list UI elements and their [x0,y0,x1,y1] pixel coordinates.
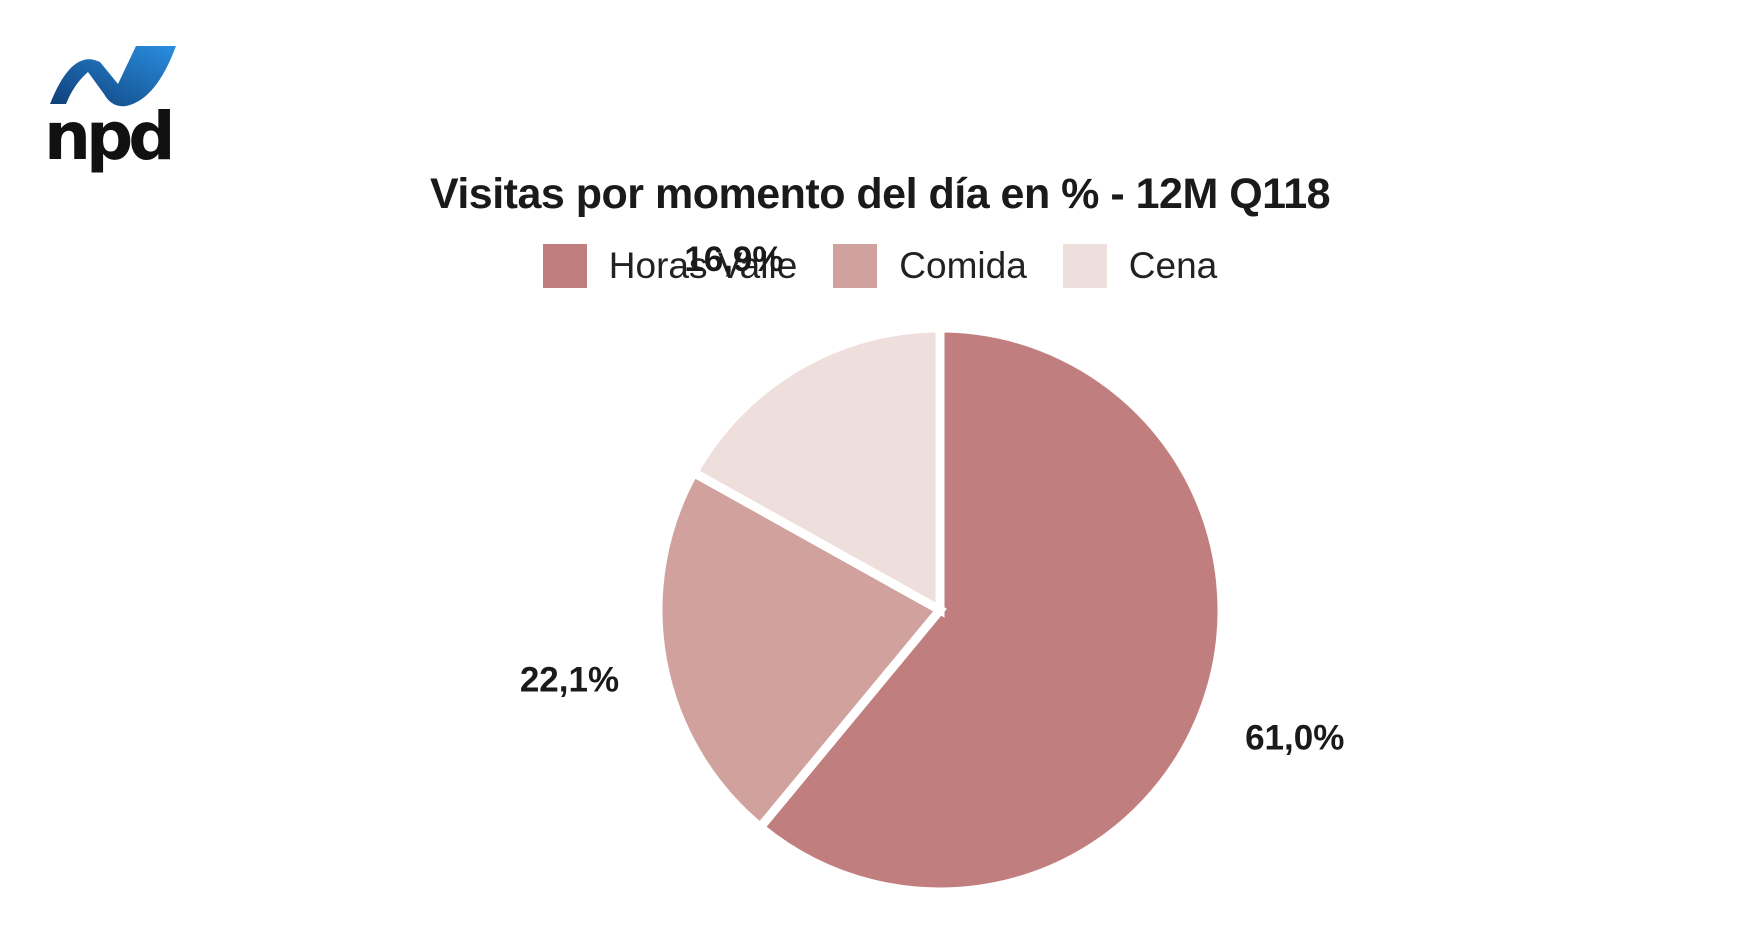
legend-label: Horas Valle [608,245,798,286]
chart-title: Visitas por momento del día en % - 12M Q… [429,170,1331,218]
legend-item-comida: Comida [833,244,1027,288]
data-label-cena: 16,9% [684,240,783,279]
legend-item-cena: Cena [1062,244,1218,288]
legend-swatch-comida [833,244,878,288]
chart-legend: Horas Valle Comida Cena [0,244,1760,288]
logo-text: npd [44,98,176,175]
npd-logo-icon [50,46,176,107]
pie-slice-horas-valle [753,323,1227,897]
pie-slice-cena [687,323,945,618]
legend-swatch-cena [1062,244,1107,288]
data-label-comida: 22,1% [520,660,619,699]
npd-logo: npd [44,44,184,184]
legend-label: Comida [899,245,1027,286]
legend-swatch-horas-valle [542,244,587,288]
legend-item-horas-valle: Horas Valle [542,244,798,288]
legend-label: Cena [1128,245,1218,286]
pie-slice-comida [653,466,947,834]
data-label-horas-valle: 61,0% [1245,719,1344,758]
